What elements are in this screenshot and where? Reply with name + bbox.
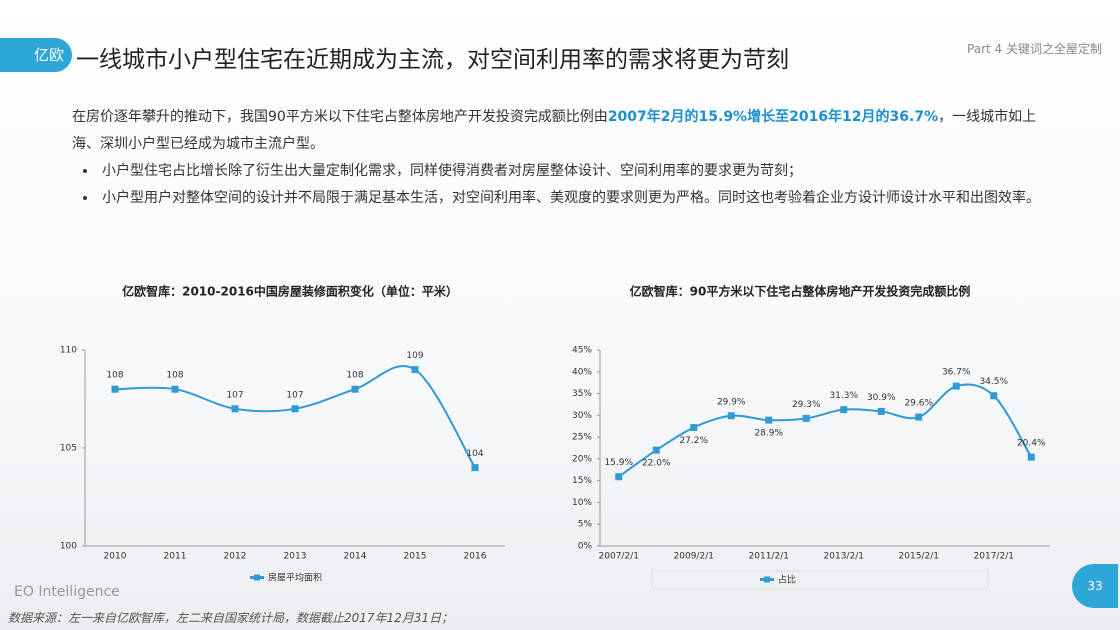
legend-marker xyxy=(254,574,260,581)
x-tick-label: 2011/2/1 xyxy=(749,552,789,562)
data-label: 28.9% xyxy=(754,429,783,439)
intro-end: ，一线城市如上海、深圳小户型已经成为城市主流户型。 xyxy=(72,109,1037,152)
legend-box xyxy=(651,570,989,590)
x-tick-label: 2007/2/1 xyxy=(599,552,639,562)
marker xyxy=(471,464,479,472)
y-tick-label: 25% xyxy=(572,433,592,443)
y-tick-label: 110 xyxy=(60,346,77,356)
line xyxy=(114,365,476,469)
data-label: 108 xyxy=(346,371,363,381)
data-label: 108 xyxy=(166,371,183,381)
marker xyxy=(291,405,299,413)
highlight: 2007年2月的15.9%增长至2016年12月的36.7% xyxy=(607,109,939,125)
data-label: 104 xyxy=(466,449,483,459)
marker xyxy=(652,446,660,454)
marker xyxy=(111,385,119,393)
data-label: 107 xyxy=(226,390,243,400)
bullet-list: 小户型住宅占比增长除了衍生出大量定制化需求，同样使得消费者对房屋整体设计、空间利… xyxy=(72,158,1062,212)
x-tick-label: 2010 xyxy=(104,552,127,562)
data-label: 30.9% xyxy=(867,393,896,403)
marker xyxy=(727,412,735,420)
marker xyxy=(990,392,998,400)
marker xyxy=(351,385,359,393)
x-tick-label: 2016 xyxy=(464,552,487,562)
y-tick-label: 5% xyxy=(578,520,593,530)
y-tick-label: 0% xyxy=(578,542,593,552)
y-tick-label: 105 xyxy=(60,444,77,454)
data-label: 27.2% xyxy=(679,436,708,446)
marker xyxy=(231,405,239,413)
data-label: 31.3% xyxy=(829,391,858,401)
y-tick-label: 40% xyxy=(572,367,592,377)
line xyxy=(618,383,1033,478)
y-tick-label: 15% xyxy=(572,476,592,486)
legend-label: 房屋平均面积 xyxy=(268,572,322,584)
marker xyxy=(802,414,810,422)
x-tick-label: 2013 xyxy=(284,552,307,562)
data-label: 29.9% xyxy=(717,397,746,407)
part-label: Part 4 关键词之全屋定制 xyxy=(967,42,1102,56)
y-tick-label: 35% xyxy=(572,389,592,399)
legend-label: 占比 xyxy=(778,574,796,586)
data-label: 107 xyxy=(286,390,303,400)
data-label: 29.6% xyxy=(904,399,933,409)
chart-title: 亿欧智库：90平方米以下住宅占整体房地产开发投资完成额比例 xyxy=(630,284,971,299)
marker xyxy=(690,424,698,432)
y-tick-label: 10% xyxy=(572,498,592,508)
marker xyxy=(915,413,923,421)
x-tick-label: 2015/2/1 xyxy=(899,552,939,562)
y-tick-label: 30% xyxy=(572,411,592,421)
data-label: 34.5% xyxy=(979,377,1008,387)
bullet: 小户型住宅占比增长除了衍生出大量定制化需求，同样使得消费者对房屋整体设计、空间利… xyxy=(98,158,1062,185)
x-tick-label: 2014 xyxy=(344,552,367,562)
marker xyxy=(840,406,848,414)
marker xyxy=(952,382,960,390)
source-note: 数据来源：左一来自亿欧智库，左二来自国家统计局，数据截止2017年12月31日； xyxy=(8,611,454,625)
data-label: 22.0% xyxy=(642,459,671,469)
legend-marker xyxy=(764,576,770,583)
intro-text: 在房价逐年攀升的推动下，我国90平方米以下住宅占整体房地产开发投资完成额比例由 xyxy=(72,109,608,125)
x-tick-label: 2015 xyxy=(404,552,427,562)
slide-title: 一线城市小户型住宅在近期成为主流，对空间利用率的需求将更为苛刻 xyxy=(76,47,789,73)
x-tick-label: 2011 xyxy=(164,552,187,562)
data-label: 109 xyxy=(406,351,423,361)
x-tick-label: 2013/2/1 xyxy=(824,552,864,562)
data-label: 20.4% xyxy=(1017,439,1046,449)
chart-title: 亿欧智库：2010-2016中国房屋装修面积变化（单位：平米） xyxy=(122,284,458,299)
data-label: 15.9% xyxy=(604,458,633,468)
marker xyxy=(615,473,623,481)
body-text: 在房价逐年攀升的推动下，我国90平方米以下住宅占整体房地产开发投资完成额比例由2… xyxy=(72,104,1062,212)
x-tick-label: 2009/2/1 xyxy=(674,552,714,562)
bullet: 小户型用户对整体空间的设计并不局限于满足基本生活，对空间利用率、美观度的要求则更… xyxy=(98,185,1062,212)
intro: 在房价逐年攀升的推动下，我国90平方米以下住宅占整体房地产开发投资完成额比例由2… xyxy=(72,104,1062,158)
x-tick-label: 2012 xyxy=(224,552,247,562)
marker xyxy=(171,385,179,393)
marker xyxy=(765,416,773,424)
x-tick-label: 2017/2/1 xyxy=(974,552,1014,562)
data-label: 108 xyxy=(106,371,123,381)
data-label: 36.7% xyxy=(942,368,971,378)
y-tick-label: 45% xyxy=(572,346,592,356)
marker xyxy=(1027,453,1035,461)
page-number: 33 xyxy=(1072,564,1118,608)
marker xyxy=(411,366,419,374)
logo: 亿欧 xyxy=(0,38,72,72)
data-label: 29.3% xyxy=(792,400,821,410)
brand: EO Intelligence xyxy=(14,584,120,600)
y-tick-label: 100 xyxy=(60,542,77,552)
marker xyxy=(877,407,885,415)
y-tick-label: 20% xyxy=(572,454,592,464)
